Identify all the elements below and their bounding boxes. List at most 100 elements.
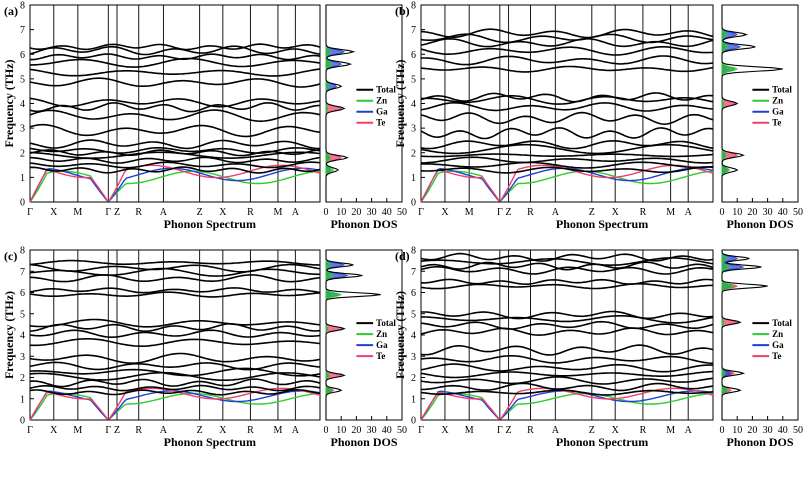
kpoint-label: X: [219, 425, 227, 436]
y-tick-label: 3: [411, 352, 416, 363]
optical-band-line: [420, 102, 714, 112]
kpoint-label: R: [640, 207, 647, 218]
y-tick-label: 0: [411, 416, 416, 427]
dos-x-tick-label: 50: [793, 425, 803, 436]
legend-label: Ga: [772, 107, 784, 117]
dos-x-tick-label: 0: [324, 207, 329, 218]
optical-band-line: [29, 109, 321, 122]
y-tick-label: 3: [411, 124, 416, 135]
dos-plot-frame: [325, 4, 403, 203]
y-tick-label: 1: [411, 394, 416, 405]
legend-label: Te: [376, 118, 385, 128]
optical-band-line: [29, 147, 321, 154]
optical-band-line: [29, 361, 321, 371]
y-tick-label: 6: [20, 50, 25, 61]
y-tick-label: 3: [20, 352, 25, 363]
dos-x-tick-label: 20: [351, 207, 361, 218]
optical-band-line: [420, 327, 714, 336]
kpoint-label: M: [666, 425, 675, 436]
y-axis-title: Frequency (THz): [2, 291, 16, 379]
y-axis-title: Frequency (THz): [2, 59, 16, 147]
dos-x-tick-label: 0: [720, 207, 725, 218]
dos-x-tick-label: 20: [747, 207, 757, 218]
optical-band-line: [420, 28, 714, 39]
kpoint-label: Z: [114, 425, 120, 436]
kpoint-label: Γ: [105, 207, 111, 218]
kpoint-label: Z: [506, 207, 512, 218]
optical-band-line: [420, 355, 714, 365]
legend-label: Total: [376, 85, 396, 95]
optical-band-line: [420, 363, 714, 373]
dos-x-axis-title: Phonon DOS: [330, 435, 397, 449]
dos-x-tick-label: 50: [793, 207, 803, 218]
optical-band-line: [420, 127, 714, 140]
kpoint-label: M: [73, 425, 82, 436]
y-tick-label: 5: [411, 309, 416, 320]
dos-x-tick-label: 50: [397, 207, 407, 218]
kpoint-label: R: [527, 207, 534, 218]
legend-label: Ga: [376, 107, 388, 117]
y-tick-label: 8: [411, 1, 416, 12]
y-tick-label: 1: [411, 173, 416, 184]
optical-band-line: [29, 384, 321, 392]
optical-band-line: [29, 338, 321, 347]
y-tick-label: 7: [20, 25, 25, 36]
kpoint-label: Γ: [497, 207, 503, 218]
optical-band-line: [420, 46, 714, 56]
dos-x-axis-title: Phonon DOS: [330, 217, 397, 231]
dos-x-tick-label: 40: [778, 207, 788, 218]
dos-x-axis-title: Phonon DOS: [726, 217, 793, 231]
optical-band-line: [29, 139, 320, 150]
y-tick-label: 4: [411, 331, 416, 342]
y-tick-label: 7: [20, 267, 25, 278]
kpoint-label: A: [685, 207, 693, 218]
legend-label: Total: [772, 85, 792, 95]
optical-band-line: [29, 267, 320, 277]
optical-band-line: [29, 329, 321, 338]
kpoint-label: Γ: [27, 207, 33, 218]
y-tick-label: 6: [411, 50, 416, 61]
dos-x-tick-label: 20: [351, 425, 361, 436]
optical-band-line: [29, 166, 321, 174]
optical-band-line: [30, 53, 321, 61]
legend-label: Te: [772, 351, 781, 361]
kpoint-label: Z: [589, 207, 595, 218]
kpoint-label: M: [465, 207, 474, 218]
legend-label: Zn: [376, 329, 387, 339]
kpoint-label: Z: [589, 425, 595, 436]
dos-x-tick-label: 40: [778, 425, 788, 436]
optical-band-line: [420, 389, 714, 396]
y-tick-label: 1: [20, 173, 25, 184]
kpoint-label: X: [612, 207, 620, 218]
optical-band-line: [421, 156, 714, 164]
optical-band-line: [29, 352, 321, 364]
optical-band-line: [420, 344, 714, 356]
acoustic-band-line: [420, 170, 714, 203]
optical-band-line: [420, 55, 714, 66]
y-tick-label: 1: [20, 394, 25, 405]
y-tick-label: 8: [411, 246, 416, 257]
kpoint-label: X: [219, 207, 227, 218]
y-tick-label: 5: [20, 309, 25, 320]
kpoint-label: A: [160, 425, 168, 436]
dos-x-tick-label: 0: [324, 425, 329, 436]
optical-band-line: [420, 266, 714, 275]
optical-band-line: [29, 97, 321, 108]
kpoint-label: R: [247, 207, 254, 218]
dos-x-tick-label: 10: [732, 425, 742, 436]
optical-band-line: [420, 376, 714, 385]
dos-x-tick-label: 0: [720, 425, 725, 436]
kpoint-label: Z: [197, 425, 203, 436]
kpoint-label: R: [135, 207, 142, 218]
acoustic-band-line: [29, 164, 321, 203]
y-axis-title: Frequency (THz): [393, 59, 407, 147]
kpoint-label: X: [612, 425, 620, 436]
optical-band-line: [420, 283, 714, 290]
kpoint-label: A: [552, 207, 560, 218]
dos-x-tick-label: 40: [382, 425, 392, 436]
dos-total-curve: [325, 5, 356, 202]
optical-band-line: [420, 92, 714, 103]
optical-band-line: [29, 378, 321, 388]
